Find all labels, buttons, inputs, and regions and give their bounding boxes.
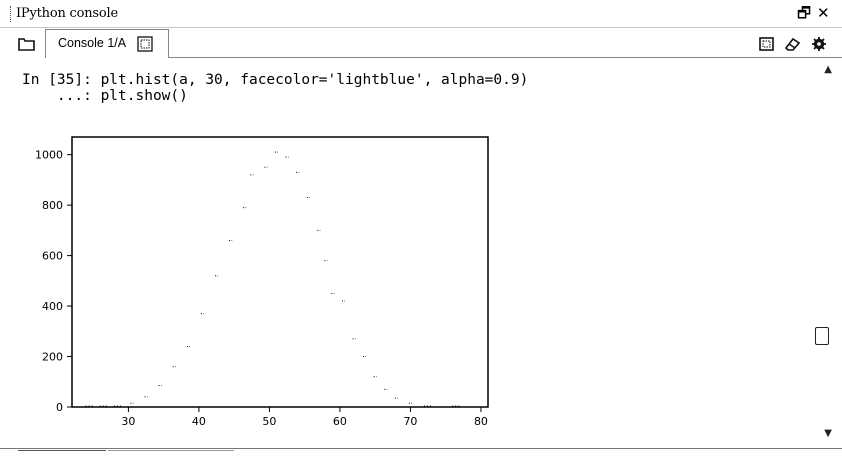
y-tick-label: 600: [42, 250, 63, 263]
bottom-tab-left[interactable]: [18, 450, 106, 459]
pane-title: IPython console: [16, 6, 118, 21]
bottom-tab-right[interactable]: [108, 450, 234, 459]
folder-icon[interactable]: [18, 36, 36, 52]
histogram-chart: 0 200 400 600 800 1000 30 40 50 60 70 80: [35, 136, 489, 428]
x-tick-label: 40: [192, 415, 206, 428]
console-options-icon[interactable]: [758, 36, 776, 52]
scroll-down-icon[interactable]: ▼: [824, 428, 832, 439]
tab-console-1a[interactable]: Console 1/A: [45, 29, 169, 58]
x-tick-label: 70: [403, 415, 417, 428]
console-continuation-line: ...: plt.show(): [22, 88, 188, 104]
x-tick-label: 30: [121, 415, 135, 428]
eraser-icon[interactable]: [784, 36, 802, 52]
bottom-divider: [0, 448, 842, 449]
scroll-up-icon[interactable]: ▲: [824, 64, 832, 75]
y-tick-label: 800: [42, 199, 63, 212]
title-bar: IPython console 🗗 ✕: [0, 0, 842, 28]
y-tick-label: 400: [42, 300, 63, 313]
console-toolbar: Console 1/A: [0, 28, 842, 58]
tab-underline: [169, 57, 842, 58]
x-tick-label: 60: [333, 415, 347, 428]
plot-frame: [71, 136, 489, 408]
y-tick-label: 1000: [35, 149, 63, 162]
x-tick-label: 50: [262, 415, 276, 428]
console-input-line: In [35]: plt.hist(a, 30, facecolor='ligh…: [22, 72, 529, 88]
close-icon[interactable]: ✕: [817, 4, 830, 22]
y-tick-label: 200: [42, 351, 63, 364]
gear-icon[interactable]: [811, 36, 829, 52]
undock-icon[interactable]: 🗗: [797, 4, 812, 22]
x-tick-label: 80: [474, 415, 488, 428]
tab-close-icon[interactable]: [137, 36, 153, 52]
panel-toggle-icon[interactable]: [815, 327, 829, 345]
drag-grip[interactable]: [10, 6, 12, 22]
y-tick-label: 0: [56, 401, 63, 414]
tab-label: Console 1/A: [58, 36, 127, 50]
console-output[interactable]: In [35]: plt.hist(a, 30, facecolor='ligh…: [0, 58, 842, 448]
